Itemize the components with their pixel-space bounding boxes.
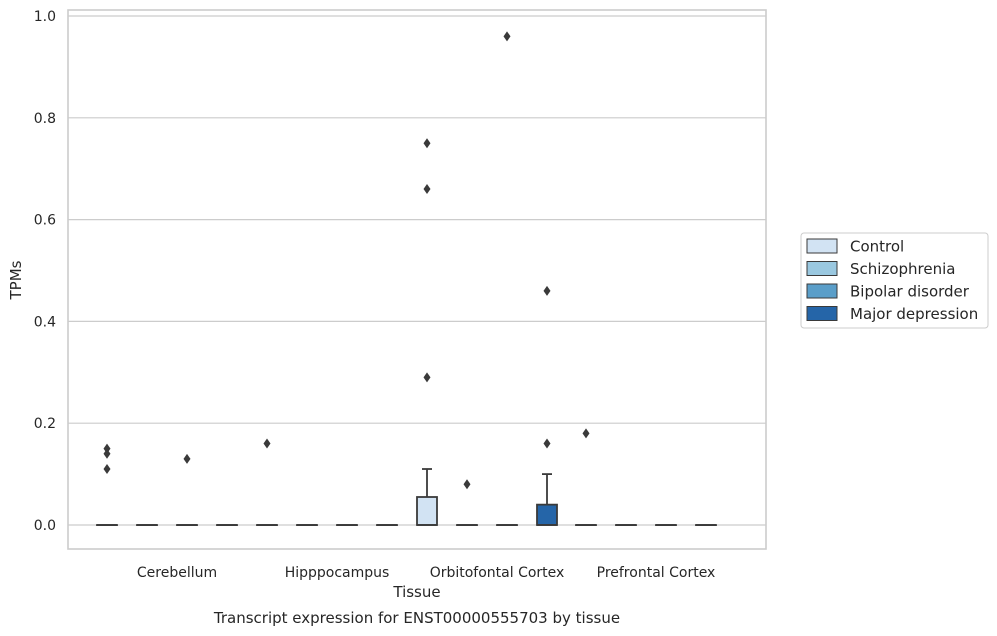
outlier-point — [543, 285, 551, 296]
y-tick-label: 0.8 — [34, 111, 56, 127]
x-axis-label: Tissue — [392, 583, 440, 601]
box-layer — [96, 31, 717, 527]
outlier-point — [503, 31, 511, 42]
outlier-point — [103, 448, 111, 459]
y-tick-label: 0.2 — [34, 416, 56, 432]
legend-swatch — [806, 238, 838, 254]
y-tick-label: 1.0 — [34, 9, 56, 25]
chart-caption: Transcript expression for ENST0000055570… — [213, 609, 620, 627]
legend-swatch — [806, 283, 838, 299]
legend-swatch — [806, 306, 838, 321]
legend-label: Control — [850, 238, 904, 256]
box-group — [536, 285, 558, 526]
box-group — [256, 438, 278, 527]
legend-label: Schizophrenia — [850, 260, 955, 278]
legend: Control Schizophrenia Bipolar disorder Majo… — [800, 232, 989, 329]
outlier-point — [263, 438, 271, 449]
box-body — [416, 496, 438, 526]
legend-label: Major depression — [850, 305, 978, 323]
y-tick-labels: 0.0 0.2 0.4 0.6 0.8 1.0 — [34, 9, 56, 534]
outlier-point — [582, 428, 590, 439]
box-group — [176, 453, 198, 527]
box-group — [456, 479, 478, 527]
y-axis-label: TPMs — [7, 260, 25, 300]
box-group — [96, 443, 118, 527]
x-tick-label: Hipppocampus — [285, 565, 390, 581]
outlier-point — [423, 184, 431, 195]
grid-lines — [68, 15, 766, 526]
y-tick-label: 0.4 — [34, 314, 56, 330]
box-body — [536, 503, 558, 526]
outlier-point — [103, 443, 111, 454]
outlier-point — [423, 138, 431, 149]
outlier-point — [103, 464, 111, 475]
x-tick-label: Cerebellum — [137, 565, 217, 581]
outlier-point — [423, 372, 431, 383]
outlier-point — [183, 453, 191, 464]
outlier-point — [543, 438, 551, 449]
box-group — [416, 138, 438, 526]
box-group — [575, 428, 597, 527]
y-tick-label: 0.6 — [34, 213, 56, 229]
outlier-point — [463, 479, 471, 490]
x-tick-labels: Cerebellum Hipppocampus Orbitofontal Corte… — [137, 565, 715, 581]
y-tick-label: 0.0 — [34, 518, 56, 534]
box-group — [496, 31, 518, 527]
legend-swatch — [806, 261, 838, 276]
legend-frame — [800, 232, 989, 329]
x-tick-label: Orbitofontal Cortex — [430, 565, 565, 581]
legend-label: Bipolar disorder — [850, 283, 970, 301]
plot-background — [68, 10, 766, 549]
x-tick-label: Prefrontal Cortex — [597, 565, 716, 581]
plot-frame — [67, 9, 767, 550]
